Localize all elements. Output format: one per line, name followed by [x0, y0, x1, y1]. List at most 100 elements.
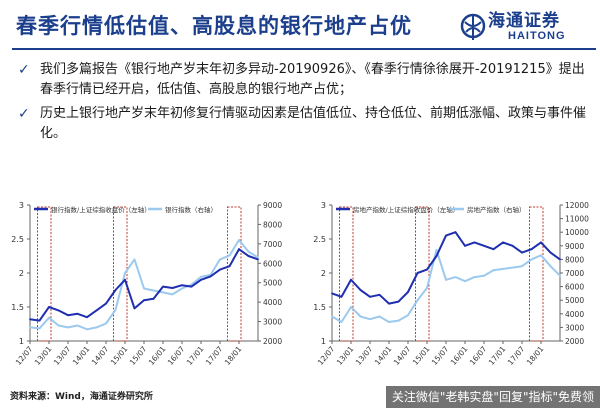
- ratio-series-point: [464, 244, 466, 247]
- ratio-series-point: [350, 278, 352, 281]
- x-tick-label: 13/01: [33, 344, 54, 367]
- x-tick-label: 13/01: [335, 344, 356, 367]
- bullet-text: 历史上银行地产岁末年初修复行情驱动因素是估值低位、持仓低位、前期低涨幅、政策与事…: [40, 106, 587, 141]
- ratio-series-point: [473, 241, 476, 244]
- index-series-point: [105, 322, 107, 325]
- index-series-point: [378, 315, 381, 318]
- ratio-series-point: [359, 289, 362, 291]
- y-right-tick-label: 10000: [565, 228, 589, 237]
- index-series-point: [67, 326, 69, 329]
- y-left-tick-label: 2.5: [11, 235, 24, 244]
- y-left-tick-label: 1.5: [11, 303, 24, 312]
- index-series-point: [435, 248, 438, 251]
- y-right-tick-label: 12000: [565, 201, 589, 210]
- ratio-series-point: [331, 292, 333, 295]
- index-series-point: [95, 326, 98, 329]
- y-right-tick-label: 8000: [565, 255, 584, 264]
- index-series-point: [359, 315, 362, 318]
- y-right-tick-label: 3000: [263, 318, 282, 327]
- index-series-point: [76, 324, 79, 327]
- y-right-tick-label: 5000: [263, 279, 282, 288]
- x-tick-label: 15/07: [128, 344, 149, 367]
- index-series-point: [464, 280, 466, 283]
- ratio-series-point: [133, 307, 136, 310]
- x-tick-label: 17/07: [204, 344, 225, 367]
- index-series-point: [521, 265, 523, 268]
- source-note: 资料来源：Wind，海通证券研究所: [10, 392, 153, 402]
- ratio-series-point: [181, 284, 183, 287]
- ratio-series-point: [445, 234, 447, 237]
- index-series-point: [48, 316, 50, 319]
- x-tick-label: 17/01: [185, 344, 206, 367]
- page-title: 春季行情低估值、高股息的银行地产占优: [16, 13, 412, 38]
- real-estate-index-chart-svg: 1 1.5 2 2.5 3 2000 3000 4000 5000 6000 7000 8000 900…: [313, 201, 589, 367]
- index-series-point: [29, 326, 31, 329]
- watermark-banner: 关注微信"老韩实盘"回复"指标"免费领: [385, 386, 600, 408]
- y-right-tick-label: 9000: [263, 201, 282, 210]
- ratio-series-point: [219, 268, 221, 271]
- index-series-point: [473, 276, 476, 278]
- x-tick-label: 16/01: [449, 344, 470, 367]
- y-right-tick-label: 4000: [565, 310, 584, 319]
- index-series-point: [350, 306, 352, 308]
- bullet-text: 我们多篇报告《银行地产岁末年初多异动-20190926》、《春季行情徐徐展开-2…: [40, 62, 585, 97]
- highlight-period-box: [113, 206, 128, 342]
- ratio-series-point: [530, 248, 533, 251]
- x-tick-label: 14/01: [71, 344, 92, 367]
- y-left-tick-label: 2.5: [313, 235, 326, 244]
- ratio-series-point: [67, 314, 69, 317]
- index-series-line: [331, 248, 561, 323]
- y-right-tick-label: 2000: [565, 337, 584, 346]
- ratio-series-point: [114, 289, 117, 291]
- index-series-point: [483, 274, 485, 277]
- ratio-series-point: [435, 255, 438, 257]
- index-series-point: [388, 321, 390, 323]
- title-divider: [12, 48, 596, 50]
- haitong-logo: 海通证券 HAITONG: [460, 6, 596, 50]
- index-series-point: [492, 269, 495, 272]
- index-series-point: [228, 254, 231, 257]
- y-right-tick-label: 8000: [263, 220, 282, 229]
- bullet-list: ✓ 我们多篇报告《银行地产岁末年初多异动-20190926》、《春季行情徐徐展开…: [16, 60, 591, 148]
- logo-text-cn: 海通证券: [488, 11, 560, 31]
- index-series-point: [369, 318, 371, 321]
- index-series-point: [162, 291, 164, 294]
- index-series-point: [530, 258, 533, 261]
- x-tick-label: 16/07: [468, 344, 489, 367]
- index-series-point: [331, 315, 333, 318]
- x-tick-label: 12/07: [14, 344, 35, 367]
- y-right-tick-label: 2000: [263, 337, 282, 346]
- ratio-series-point: [124, 278, 126, 281]
- bank-index-chart: 1 1.5 2 2.5 3 2000 3000 4000 5000 6000 7000 8000 900…: [2, 193, 292, 373]
- ratio-series-point: [238, 248, 240, 251]
- index-series-point: [200, 275, 202, 278]
- x-tick-label: 16/07: [166, 344, 187, 367]
- index-series-point: [502, 268, 504, 270]
- ratio-series-point: [247, 255, 250, 257]
- x-tick-label: 17/07: [506, 344, 527, 367]
- x-tick-label: 18/01: [525, 344, 546, 367]
- index-series-point: [114, 309, 117, 311]
- real-estate-index-chart: 1 1.5 2 2.5 3 2000 3000 4000 5000 6000 7000 8000 900…: [304, 193, 594, 373]
- logo-emblem-icon: [460, 13, 486, 40]
- index-series-point: [445, 278, 447, 281]
- x-tick-label: 18/01: [223, 344, 244, 367]
- ratio-series-point: [86, 316, 88, 319]
- x-tick-label: 15/01: [109, 344, 130, 367]
- x-tick-label: 13/07: [52, 344, 73, 367]
- x-tick-label: 14/07: [90, 344, 111, 367]
- ratio-series-point: [171, 287, 174, 289]
- y-right-tick-label: 7000: [565, 269, 584, 278]
- checkmark-icon: ✓: [18, 106, 30, 122]
- ratio-series-point: [48, 306, 50, 308]
- ratio-series-point: [502, 241, 504, 244]
- highlight-period-box: [339, 206, 354, 342]
- ratio-series-point: [257, 258, 259, 261]
- y-right-tick-label: 6000: [565, 283, 584, 292]
- bullet-item: ✓ 我们多篇报告《银行地产岁末年初多异动-20190926》、《春季行情徐徐展开…: [16, 60, 591, 100]
- ratio-series-point: [190, 285, 193, 288]
- index-series-point: [171, 293, 174, 296]
- ratio-series-point: [200, 278, 202, 281]
- y-left-tick-label: 2: [19, 269, 24, 278]
- y-left-tick-label: 1.5: [313, 303, 326, 312]
